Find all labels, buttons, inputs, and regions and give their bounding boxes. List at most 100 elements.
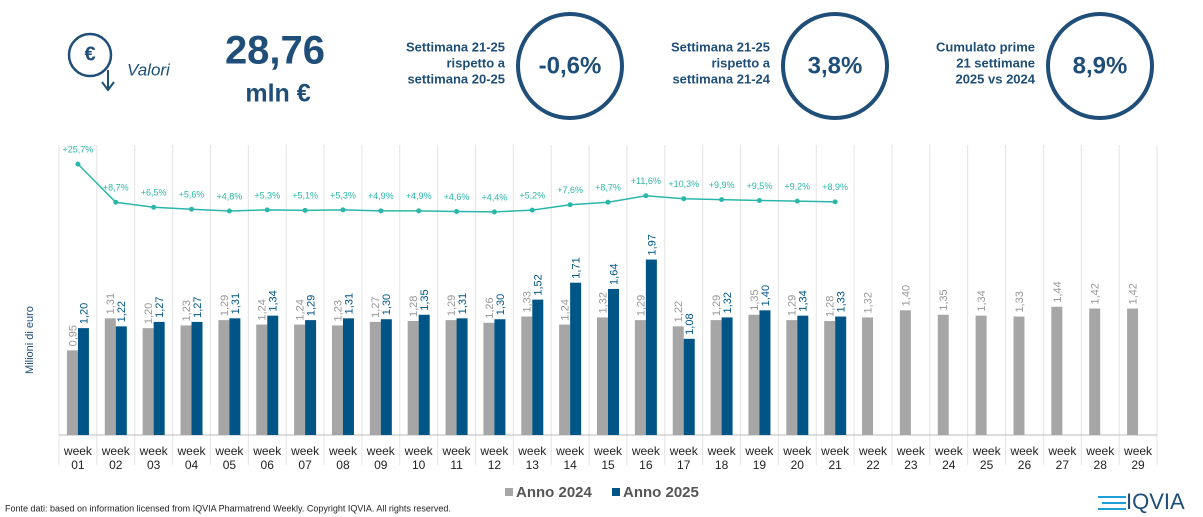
- line-point: [605, 199, 611, 205]
- bar-value-label: 1,31: [230, 293, 242, 314]
- bar: [1089, 308, 1101, 435]
- line-value-label: +4,9%: [406, 191, 432, 201]
- line-point: [302, 207, 308, 213]
- x-tick-label: week 24: [934, 444, 963, 472]
- x-tick-label: week 18: [707, 444, 736, 472]
- line-point: [75, 161, 81, 167]
- bar-value-label: 1,42: [1127, 283, 1139, 304]
- bar: [294, 324, 306, 435]
- line-point: [719, 197, 725, 203]
- legend-swatch: [505, 488, 513, 496]
- line-point: [794, 198, 800, 204]
- bar: [218, 320, 230, 435]
- line-point: [264, 207, 270, 213]
- bar: [786, 320, 798, 435]
- bar: [937, 314, 949, 435]
- line-value-label: +5,2%: [519, 191, 545, 201]
- line-value-label: +9,5%: [747, 181, 773, 191]
- kpi-label: Settimana 21-25: [671, 39, 770, 54]
- icon-symbol: €: [84, 43, 95, 65]
- kpi-label: Cumulato prime: [936, 39, 1035, 54]
- bar-value-label: 1,34: [798, 290, 810, 311]
- bar: [634, 320, 646, 435]
- kpi-value: 3,8%: [808, 52, 863, 79]
- kpi-circle: [781, 12, 889, 120]
- bar-value-label: 1,31: [457, 293, 469, 314]
- bar-value-label: 1,31: [343, 293, 355, 314]
- bar: [418, 314, 430, 435]
- bar-value-label: 1,29: [306, 295, 318, 316]
- bar: [1127, 308, 1139, 435]
- line-value-label: +4,4%: [482, 192, 508, 202]
- line-point: [567, 202, 573, 208]
- bar-value-label: 1,29: [787, 295, 799, 316]
- kpi-label: settimana 21-24: [672, 71, 770, 86]
- x-tick-label: week 15: [593, 444, 622, 472]
- legend-swatch: [612, 488, 620, 496]
- total-unit: mln €: [245, 80, 310, 108]
- x-tick-label: week 08: [328, 444, 357, 472]
- legend-label: Anno 2025: [623, 484, 699, 501]
- kpi-circle: [516, 12, 624, 120]
- bar: [521, 316, 533, 435]
- bar: [407, 321, 419, 435]
- x-tick-label: week 20: [783, 444, 812, 472]
- x-tick-label: week 02: [101, 444, 130, 472]
- line-point: [832, 199, 838, 205]
- line-value-label: +5,3%: [330, 190, 356, 200]
- line-point: [529, 207, 535, 213]
- bar: [229, 318, 241, 435]
- line-point: [189, 206, 195, 212]
- kpi-label: rispetto a: [446, 55, 505, 70]
- kpi-label: rispetto a: [711, 55, 770, 70]
- bar-value-label: 1,31: [105, 293, 117, 314]
- line-point: [378, 208, 384, 214]
- source-note: Fonte dati: based on information license…: [5, 503, 451, 513]
- bar-value-label: 1,08: [684, 313, 696, 334]
- bar-value-label: 1,40: [900, 285, 912, 306]
- bar: [180, 325, 192, 435]
- bar: [153, 321, 165, 435]
- icon-label: Valori: [127, 60, 171, 79]
- kpi-circle: [1046, 12, 1154, 120]
- line-point: [643, 193, 649, 199]
- bar: [331, 325, 343, 435]
- bar-value-label: 1,23: [181, 300, 193, 321]
- bar: [835, 316, 847, 435]
- bar: [559, 324, 571, 435]
- line-value-label: +6,5%: [141, 188, 167, 198]
- line-value-label: +5,3%: [254, 190, 280, 200]
- line-value-label: +4,9%: [368, 191, 394, 201]
- line-point: [113, 199, 119, 205]
- bar-value-label: 1,29: [635, 295, 647, 316]
- bar-value-label: 1,30: [381, 294, 393, 315]
- icon-arrow: [101, 70, 115, 92]
- bar: [1051, 306, 1063, 435]
- bar: [597, 317, 608, 435]
- legend-label: Anno 2024: [516, 484, 593, 501]
- x-tick-label: week 06: [253, 444, 282, 472]
- x-tick-label: week 22: [859, 444, 888, 472]
- bar-value-label: 1,35: [749, 289, 761, 310]
- bar: [305, 320, 317, 435]
- line-value-label: +11,6%: [631, 176, 661, 186]
- x-tick-label: week 14: [556, 444, 585, 472]
- bar: [445, 320, 457, 435]
- bar: [570, 282, 582, 435]
- x-tick-label: week 28: [1086, 444, 1115, 472]
- bar-value-label: 1,35: [938, 289, 950, 310]
- x-tick-label: week 01: [63, 444, 92, 472]
- bar: [1013, 316, 1025, 435]
- bar: [645, 259, 657, 435]
- x-tick-label: week 13: [518, 444, 547, 472]
- bar: [824, 321, 836, 435]
- x-tick-label: week 17: [669, 444, 698, 472]
- line-value-label: +9,9%: [709, 180, 735, 190]
- bar: [191, 321, 203, 435]
- x-tick-label: week 25: [972, 444, 1001, 472]
- x-tick-label: week 07: [291, 444, 320, 472]
- x-tick-label: week 26: [1010, 444, 1039, 472]
- line-point: [454, 208, 460, 214]
- line-value-label: +5,1%: [292, 191, 318, 201]
